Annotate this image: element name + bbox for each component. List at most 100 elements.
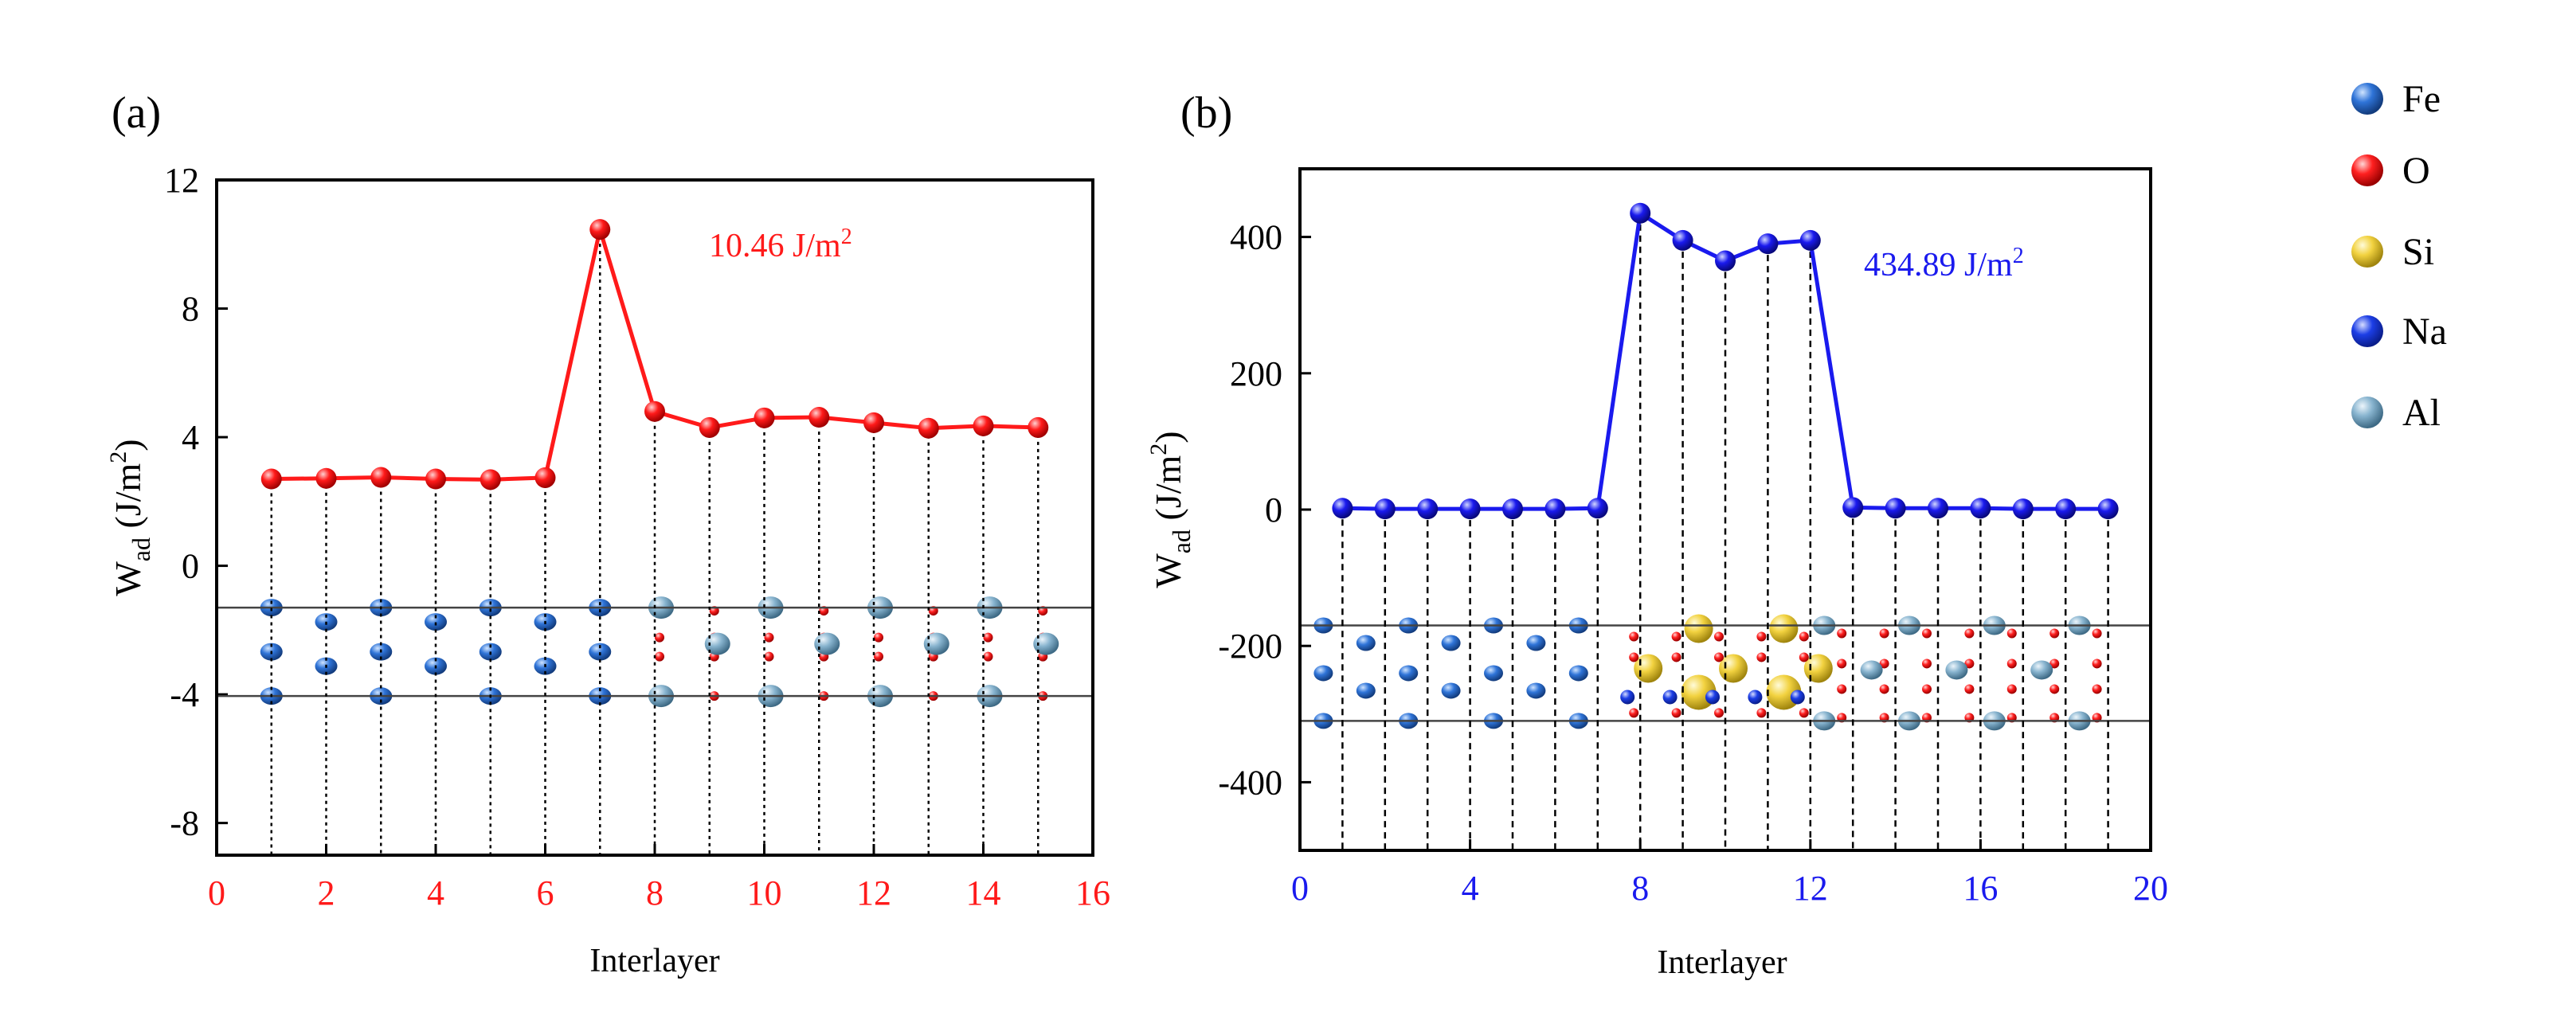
atom-fe xyxy=(1441,635,1461,651)
y-tick-label: -400 xyxy=(1218,763,1282,802)
atom-o xyxy=(1629,652,1639,662)
atom-fe xyxy=(1356,635,1376,651)
legend-label-o: O xyxy=(2402,150,2430,192)
legend-item-na: Na xyxy=(2351,311,2447,353)
atom-o xyxy=(1756,708,1767,718)
atom-fe xyxy=(1356,682,1376,699)
atom-na xyxy=(1748,690,1763,705)
atom-fe xyxy=(1568,665,1588,682)
atom-o xyxy=(2006,628,2017,639)
legend-swatch-si xyxy=(2351,236,2383,268)
atom-si xyxy=(1769,614,1799,643)
legend-label-al: Al xyxy=(2402,392,2441,434)
atom-o xyxy=(874,651,883,662)
atom-na xyxy=(1662,690,1678,705)
x-tick-label: 8 xyxy=(646,873,664,912)
atom-o xyxy=(2092,658,2102,669)
atom-o xyxy=(1964,628,1975,639)
atom-fe xyxy=(589,643,612,661)
atom-o xyxy=(1629,708,1639,718)
y-tick-label: 0 xyxy=(1265,490,1282,529)
atom-o xyxy=(874,632,883,643)
atom-al xyxy=(1033,632,1059,655)
y-tick-label: -200 xyxy=(1218,627,1282,666)
data-point xyxy=(370,467,392,488)
data-point xyxy=(1672,229,1693,251)
panel-a-y-axis-title: Wad (J/m2) xyxy=(105,439,155,596)
y-tick-label: 8 xyxy=(182,290,199,329)
data-point xyxy=(1544,498,1566,520)
atom-o xyxy=(1756,652,1767,662)
atom-o xyxy=(1837,658,1847,669)
atom-na xyxy=(1705,690,1720,705)
panel-b-annotation: 434.89 J/m2 xyxy=(1864,244,2024,283)
atom-o xyxy=(2092,628,2102,639)
x-tick-label: 0 xyxy=(1291,869,1309,908)
x-tick-label: 6 xyxy=(537,873,554,912)
panel-a-x-axis-title: Interlayer xyxy=(589,943,719,979)
atom-o xyxy=(1714,631,1724,642)
atom-o xyxy=(1714,652,1724,662)
atom-o xyxy=(1714,708,1724,718)
atom-o xyxy=(2049,658,2060,669)
atom-o xyxy=(1671,708,1681,718)
atom-o xyxy=(1799,708,1809,718)
atom-o xyxy=(1964,658,1975,669)
data-point xyxy=(1885,498,1906,519)
data-point xyxy=(1757,233,1779,255)
data-point xyxy=(2097,498,2119,520)
data-point xyxy=(260,468,282,490)
x-tick-label: 20 xyxy=(2133,869,2168,908)
atom-o xyxy=(2006,658,2017,669)
x-tick-label: 16 xyxy=(1075,873,1110,912)
data-point xyxy=(1970,498,1991,519)
atom-si xyxy=(1684,614,1713,643)
data-point xyxy=(1842,497,1864,518)
data-point xyxy=(754,407,775,428)
atom-o xyxy=(1879,628,1889,639)
x-tick-label: 4 xyxy=(1462,869,1479,908)
legend-label-si: Si xyxy=(2402,231,2434,273)
legend-swatch-na xyxy=(2351,315,2383,347)
data-point xyxy=(1417,498,1439,520)
atom-o xyxy=(1629,631,1639,642)
x-tick-label: 2 xyxy=(318,873,335,912)
atom-al xyxy=(1945,660,1968,680)
panel-a-marks: 0 2 4 6 8 10 12 14 16 12 8 4 0 -4 -8 xyxy=(164,161,1110,912)
data-point xyxy=(973,415,994,436)
atom-o xyxy=(1879,658,1889,669)
x-tick-label: 0 xyxy=(208,873,225,912)
legend-swatch-o xyxy=(2351,154,2383,186)
y-tick-label: 4 xyxy=(182,418,199,457)
atom-o xyxy=(983,651,993,662)
data-point xyxy=(480,469,501,490)
atom-o xyxy=(1837,684,1847,694)
atom-o xyxy=(983,632,993,643)
data-point xyxy=(918,417,939,439)
data-point xyxy=(315,467,337,489)
atom-fe xyxy=(425,613,447,631)
legend-item-fe: Fe xyxy=(2351,78,2441,120)
legend-label-na: Na xyxy=(2402,311,2447,353)
legend-label-fe: Fe xyxy=(2402,78,2441,120)
atom-al xyxy=(814,632,840,655)
y-tick-label: 12 xyxy=(164,161,199,200)
data-point xyxy=(644,401,665,422)
atom-al xyxy=(1860,660,1883,680)
data-point xyxy=(1502,498,1523,520)
atom-o xyxy=(1799,652,1809,662)
legend-swatch-fe xyxy=(2351,83,2383,115)
x-tick-label: 16 xyxy=(1963,869,1998,908)
panel-a-label: (a) xyxy=(112,88,161,138)
panel-b-x-axis-title: Interlayer xyxy=(1657,944,1787,981)
atom-fe xyxy=(1399,665,1419,682)
panel-b-label: (b) xyxy=(1180,88,1232,138)
data-point xyxy=(1630,202,1651,224)
data-point xyxy=(1799,229,1821,251)
data-point xyxy=(425,468,446,490)
atom-o xyxy=(1879,684,1889,694)
data-point xyxy=(2055,498,2077,520)
data-point xyxy=(1715,250,1736,272)
atom-fe xyxy=(1526,635,1546,651)
